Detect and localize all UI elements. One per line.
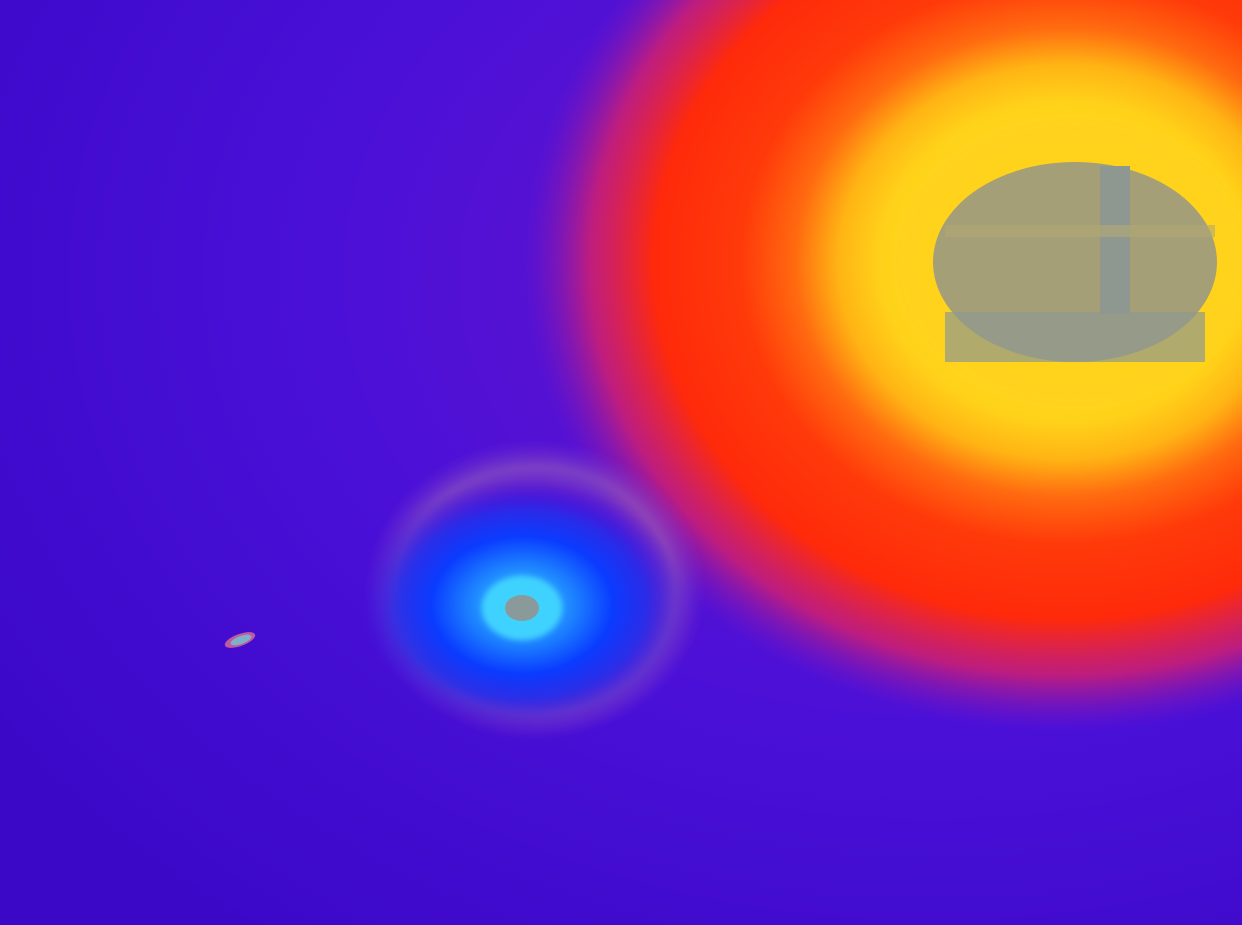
hot-spot-core-bar-vertical <box>1100 166 1130 314</box>
cold-spot-core <box>505 595 539 621</box>
small-speck-core <box>230 634 252 646</box>
small-speck <box>224 632 256 648</box>
cold-spot <box>357 440 705 740</box>
hot-spot <box>525 0 1242 732</box>
hot-spot-core-bar-horizontal <box>945 225 1215 237</box>
hot-spot-core-lower <box>945 312 1205 362</box>
